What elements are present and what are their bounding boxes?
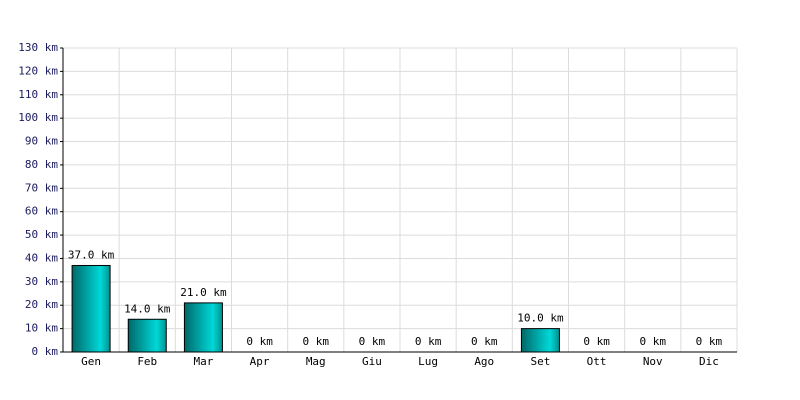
bar: [520, 328, 560, 353]
y-tick-label: 90 km: [25, 135, 58, 148]
x-tick-label: Gen: [81, 355, 101, 368]
y-tick-label: 130 km: [18, 41, 58, 54]
bar: [71, 264, 111, 353]
y-tick-label: 80 km: [25, 158, 58, 171]
x-tick-label: Ott: [587, 355, 607, 368]
value-label: 0 km: [471, 335, 498, 348]
x-tick-label: Set: [530, 355, 550, 368]
value-label: 0 km: [415, 335, 442, 348]
value-label: 0 km: [696, 335, 723, 348]
y-tick-label: 40 km: [25, 251, 58, 264]
x-tick-label: Apr: [250, 355, 270, 368]
value-label: 37.0 km: [68, 248, 115, 261]
value-label: 21.0 km: [180, 286, 227, 299]
x-tick-label: Mag: [306, 355, 326, 368]
y-tick-label: 110 km: [18, 88, 58, 101]
y-tick-label: 100 km: [18, 111, 58, 124]
y-tick-label: 60 km: [25, 205, 58, 218]
y-tick-label: 20 km: [25, 298, 58, 311]
x-tick-label: Nov: [643, 355, 663, 368]
y-tick-label: 50 km: [25, 228, 58, 241]
y-tick-label: 0 km: [32, 345, 59, 358]
x-tick-label: Ago: [474, 355, 494, 368]
y-tick-label: 30 km: [25, 275, 58, 288]
value-label: 0 km: [583, 335, 610, 348]
value-label: 10.0 km: [517, 312, 564, 325]
x-tick-label: Giu: [362, 355, 382, 368]
value-label: 0 km: [640, 335, 667, 348]
bar: [127, 318, 167, 353]
y-tick-label: 120 km: [18, 64, 58, 77]
y-tick-label: 70 km: [25, 181, 58, 194]
y-tick-label: 10 km: [25, 322, 58, 335]
bar: [183, 302, 223, 353]
value-label: 14.0 km: [124, 302, 171, 315]
value-label: 0 km: [359, 335, 386, 348]
x-tick-label: Lug: [418, 355, 438, 368]
value-label: 0 km: [246, 335, 273, 348]
x-tick-label: Mar: [193, 355, 213, 368]
value-label: 0 km: [303, 335, 330, 348]
x-tick-label: Feb: [137, 355, 157, 368]
x-tick-label: Dic: [699, 355, 719, 368]
